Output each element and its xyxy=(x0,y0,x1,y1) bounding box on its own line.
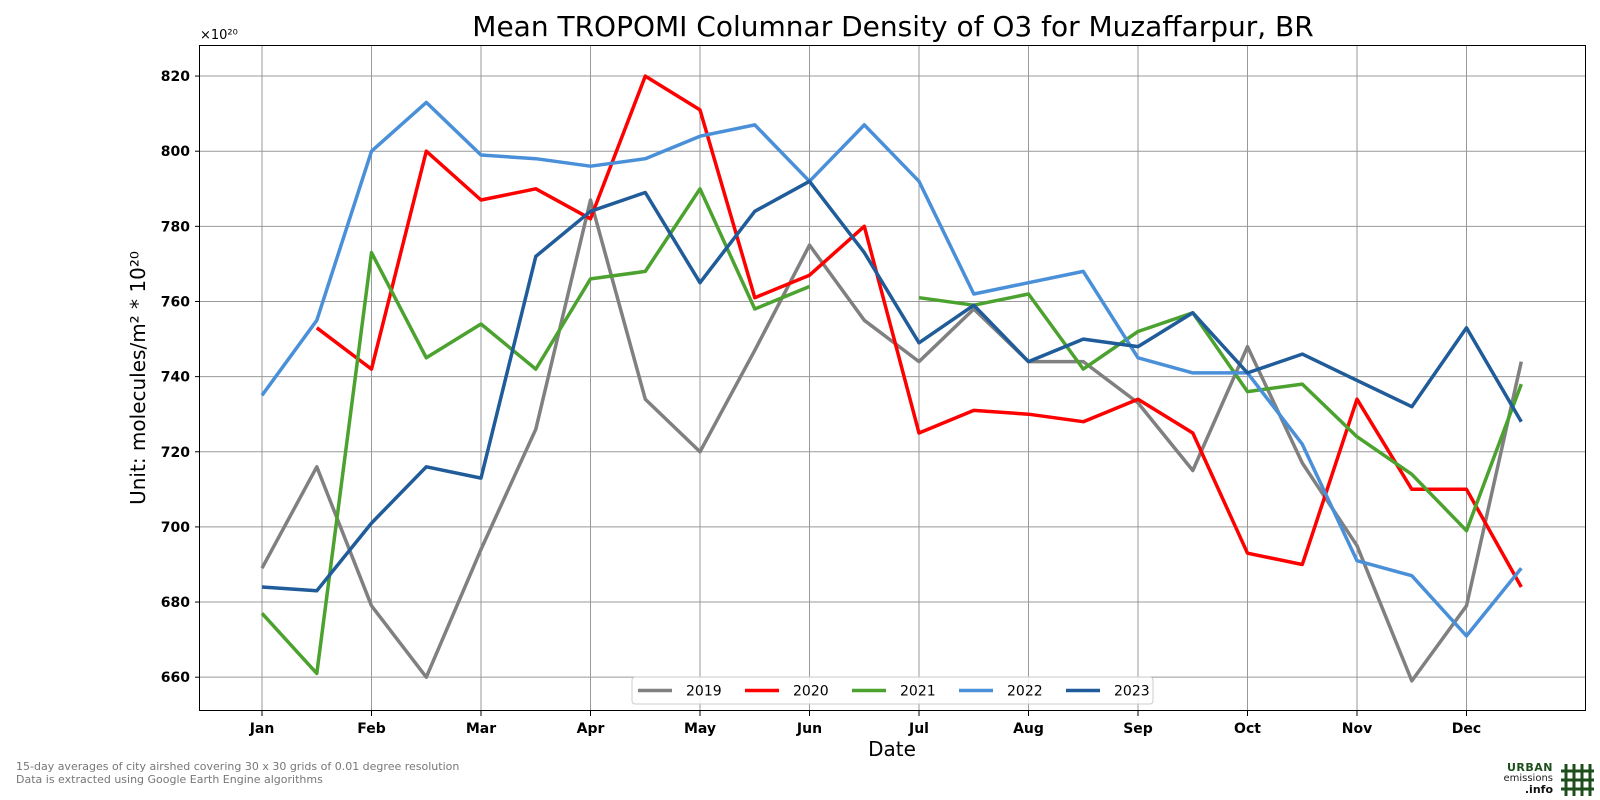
logo-line-emissions: emissions xyxy=(1503,773,1553,784)
x-tick-label: Oct xyxy=(1234,721,1261,737)
logo-line-urban: URBAN xyxy=(1506,761,1553,774)
chart-svg: Mean TROPOMI Columnar Density of O3 for … xyxy=(126,10,1586,760)
legend: 2019 2020 2021 2022 2023 xyxy=(631,676,1154,705)
y-tick-label: 660 xyxy=(161,670,190,686)
series-line-2022 xyxy=(260,100,1523,638)
y-tick-label: 800 xyxy=(161,144,190,160)
axis-ticks: 660 680 700 720 740 760 780 800 820 Jan Feb Mar Apr M… xyxy=(161,69,1481,737)
x-tick-label: Jun xyxy=(796,721,822,737)
x-tick-label: May xyxy=(684,721,716,737)
data-series xyxy=(260,74,1524,683)
legend-label-2022: 2022 xyxy=(1007,684,1043,700)
y-tick-label: 720 xyxy=(161,445,190,461)
x-tick-label: Aug xyxy=(1013,721,1044,737)
y-axis-multiplier: ×10²⁰ xyxy=(200,28,238,43)
hash-grid-icon xyxy=(1561,764,1594,796)
footer-note: 15-day averages of city airshed covering… xyxy=(16,760,459,786)
legend-label-2023: 2023 xyxy=(1114,684,1150,700)
y-tick-label: 820 xyxy=(161,69,190,85)
chart-title: Mean TROPOMI Columnar Density of O3 for … xyxy=(472,10,1313,43)
x-tick-label: Mar xyxy=(466,721,496,737)
y-tick-label: 700 xyxy=(161,520,190,536)
grid-lines xyxy=(200,46,1586,711)
x-tick-label: Dec xyxy=(1452,721,1481,737)
x-tick-label: Sep xyxy=(1123,721,1153,737)
footer-line-2: Data is extracted using Google Earth Eng… xyxy=(16,773,323,786)
x-tick-label: Feb xyxy=(357,721,386,737)
x-tick-label: Nov xyxy=(1342,721,1372,737)
legend-box xyxy=(631,676,1154,705)
x-tick-label: Apr xyxy=(577,721,605,737)
y-tick-label: 760 xyxy=(161,294,190,310)
series-line-2020 xyxy=(315,74,1523,588)
logo-line-info: .info xyxy=(1524,783,1553,796)
legend-label-2021: 2021 xyxy=(900,684,936,700)
footer-line-1: 15-day averages of city airshed covering… xyxy=(16,760,460,773)
y-tick-label: 680 xyxy=(161,595,190,611)
urbanemissions-logo: URBAN emissions .info xyxy=(1497,762,1597,798)
x-axis-label: Date xyxy=(868,737,916,760)
series-line-2023 xyxy=(261,179,1523,593)
series-line-2019 xyxy=(260,198,1524,683)
y-tick-label: 740 xyxy=(161,370,190,386)
x-tick-label: Jul xyxy=(908,721,929,737)
legend-label-2020: 2020 xyxy=(793,684,829,700)
series-line-2021 xyxy=(260,187,1523,676)
x-tick-label: Jan xyxy=(249,721,275,737)
legend-label-2019: 2019 xyxy=(686,684,722,700)
y-axis-label: Unit: molecules/m² * 10²⁰ xyxy=(126,251,150,505)
plot-frame xyxy=(199,45,1586,711)
y-tick-label: 780 xyxy=(161,219,190,235)
